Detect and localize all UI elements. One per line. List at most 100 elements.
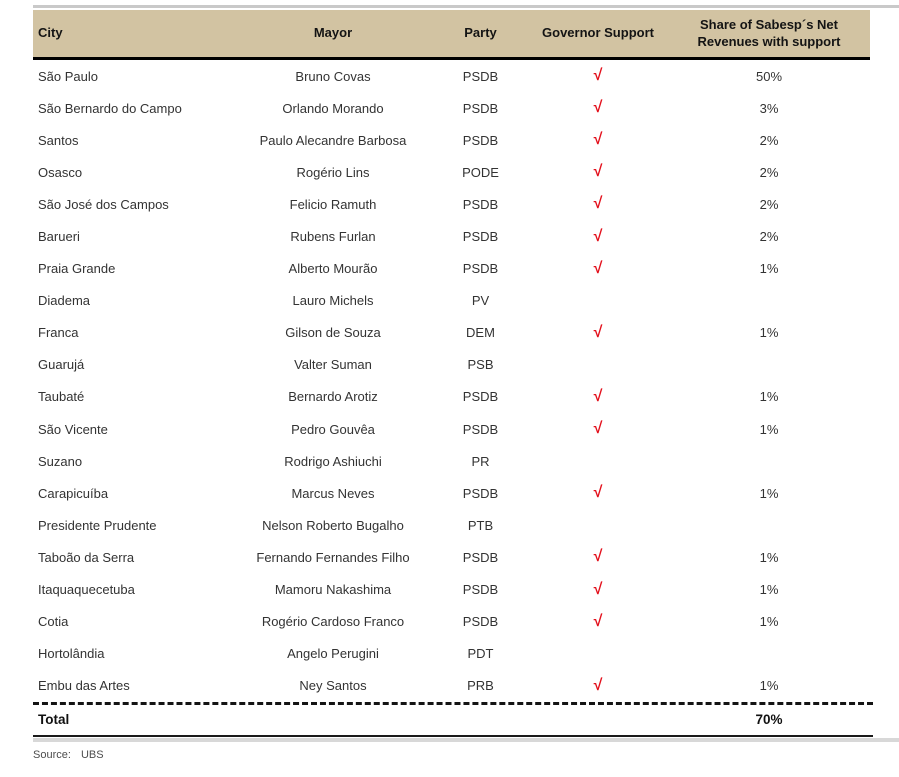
party-cell: PRB xyxy=(467,678,494,694)
mayor-cell: Bruno Covas xyxy=(295,68,371,84)
table-row: São Bernardo do Campo Orlando Morando PS… xyxy=(33,92,870,124)
city-cell: Hortolândia xyxy=(38,646,105,662)
party-cell: PDT xyxy=(467,646,494,662)
city-cell: Carapicuíba xyxy=(38,485,109,501)
mayor-cell: Marcus Neves xyxy=(291,485,375,501)
governor-support-check-icon: √ xyxy=(593,387,603,405)
share-cell: 1% xyxy=(759,389,779,405)
party-cell: PSDB xyxy=(462,132,499,148)
city-cell: Presidente Prudente xyxy=(38,517,157,533)
party-cell: PR xyxy=(471,453,490,469)
share-cell: 2% xyxy=(759,164,779,180)
table-row: Cotia Rogério Cardoso Franco PSDB √ 1% xyxy=(33,606,870,638)
share-cell: 1% xyxy=(759,261,779,277)
city-cell: Guarujá xyxy=(38,357,85,373)
table-row: Carapicuíba Marcus Neves PSDB √ 1% xyxy=(33,477,870,509)
city-cell: Barueri xyxy=(38,229,80,245)
city-cell: Embu das Artes xyxy=(38,678,130,694)
column-header-city: City xyxy=(38,25,63,41)
mayor-cell: Gilson de Souza xyxy=(285,325,381,341)
source-value: UBS xyxy=(80,748,104,761)
governor-support-check-icon: √ xyxy=(593,323,603,341)
share-cell: 2% xyxy=(759,196,779,212)
share-cell: 1% xyxy=(759,614,779,630)
share-cell: 1% xyxy=(759,421,779,437)
table-row: São Vicente Pedro Gouvêa PSDB √ 1% xyxy=(33,413,870,445)
mayor-cell: Fernando Fernandes Filho xyxy=(256,549,410,565)
governor-support-check-icon: √ xyxy=(593,259,603,277)
governor-support-check-icon: √ xyxy=(593,67,603,85)
share-cell: 1% xyxy=(759,678,779,694)
mayor-cell: Pedro Gouvêa xyxy=(291,421,375,437)
party-cell: PSDB xyxy=(462,196,499,212)
party-cell: PSDB xyxy=(462,582,499,598)
mayor-cell: Paulo Alecandre Barbosa xyxy=(259,132,407,148)
governor-support-check-icon: √ xyxy=(593,548,603,566)
city-cell: Itaquaquecetuba xyxy=(38,582,135,598)
column-header-governor-support: Governor Support xyxy=(542,25,654,41)
party-cell: PSDB xyxy=(462,549,499,565)
mayor-cell: Mamoru Nakashima xyxy=(274,582,392,598)
governor-support-check-icon: √ xyxy=(593,612,603,630)
city-cell: Cotia xyxy=(38,614,69,630)
mayor-cell: Lauro Michels xyxy=(292,293,374,309)
top-divider xyxy=(33,5,899,8)
table-row: Taubaté Bernardo Arotiz PSDB √ 1% xyxy=(33,381,870,413)
share-cell: 2% xyxy=(759,132,779,148)
bottom-divider-dark xyxy=(33,734,873,737)
column-header-share: Share of Sabesp´s Net Revenues with supp… xyxy=(668,17,870,50)
mayor-cell: Felicio Ramuth xyxy=(289,196,377,212)
table-row: Santos Paulo Alecandre Barbosa PSDB √ 2% xyxy=(33,124,870,156)
city-cell: São José dos Campos xyxy=(38,196,169,212)
party-cell: PSDB xyxy=(462,229,499,245)
governor-support-check-icon: √ xyxy=(593,163,603,181)
party-cell: PODE xyxy=(462,164,499,180)
city-cell: Franca xyxy=(38,325,79,341)
party-cell: PSDB xyxy=(462,421,499,437)
mayor-cell: Rodrigo Ashiuchi xyxy=(284,453,382,469)
governor-support-check-icon: √ xyxy=(593,131,603,149)
table-row: Guarujá Valter Suman PSB xyxy=(33,349,870,381)
share-cell: 3% xyxy=(759,100,779,116)
party-cell: PSDB xyxy=(462,614,499,630)
city-cell: São Paulo xyxy=(38,68,98,84)
table-row: São José dos Campos Felicio Ramuth PSDB … xyxy=(33,188,870,220)
bottom-divider-grey xyxy=(33,737,899,742)
mayor-cell: Rogério Lins xyxy=(296,164,370,180)
party-cell: PSDB xyxy=(462,100,499,116)
governor-support-check-icon: √ xyxy=(593,99,603,117)
governor-support-check-icon: √ xyxy=(593,676,603,694)
party-cell: PSDB xyxy=(462,485,499,501)
table-row: Franca Gilson de Souza DEM √ 1% xyxy=(33,317,870,349)
city-cell: São Bernardo do Campo xyxy=(38,100,182,116)
city-cell: Santos xyxy=(38,132,79,148)
governor-support-check-icon: √ xyxy=(593,580,603,598)
column-header-party: Party xyxy=(464,25,497,41)
mayor-cell: Nelson Roberto Bugalho xyxy=(262,517,404,533)
table-row: Itaquaquecetuba Mamoru Nakashima PSDB √ … xyxy=(33,574,870,606)
share-cell: 2% xyxy=(759,229,779,245)
mayor-cell: Valter Suman xyxy=(294,357,372,373)
mayor-cell: Bernardo Arotiz xyxy=(288,389,378,405)
mayor-cell: Rogério Cardoso Franco xyxy=(261,614,405,630)
table-row: Diadema Lauro Michels PV xyxy=(33,285,870,317)
city-cell: Osasco xyxy=(38,164,83,180)
city-cell: Taboão da Serra xyxy=(38,549,135,565)
share-cell: 1% xyxy=(759,325,779,341)
total-label: Total xyxy=(38,712,70,728)
source-label: Source: xyxy=(33,748,71,761)
mayor-cell: Rubens Furlan xyxy=(290,229,376,245)
table-row: Hortolândia Angelo Perugini PDT xyxy=(33,638,870,670)
mayor-cell: Alberto Mourão xyxy=(288,261,378,277)
share-cell: 50% xyxy=(755,68,783,84)
table-row: Barueri Rubens Furlan PSDB √ 2% xyxy=(33,220,870,252)
column-header-share-line1: Share of Sabesp´s Net xyxy=(700,17,838,33)
share-cell: 1% xyxy=(759,549,779,565)
table-row: São Paulo Bruno Covas PSDB √ 50% xyxy=(33,60,870,92)
total-share-value: 70% xyxy=(755,712,783,728)
party-cell: PSDB xyxy=(462,68,499,84)
table-row: Presidente Prudente Nelson Roberto Bugal… xyxy=(33,509,870,541)
table-row: Osasco Rogério Lins PODE √ 2% xyxy=(33,156,870,188)
party-cell: PTB xyxy=(467,517,494,533)
table-row: Praia Grande Alberto Mourão PSDB √ 1% xyxy=(33,253,870,285)
